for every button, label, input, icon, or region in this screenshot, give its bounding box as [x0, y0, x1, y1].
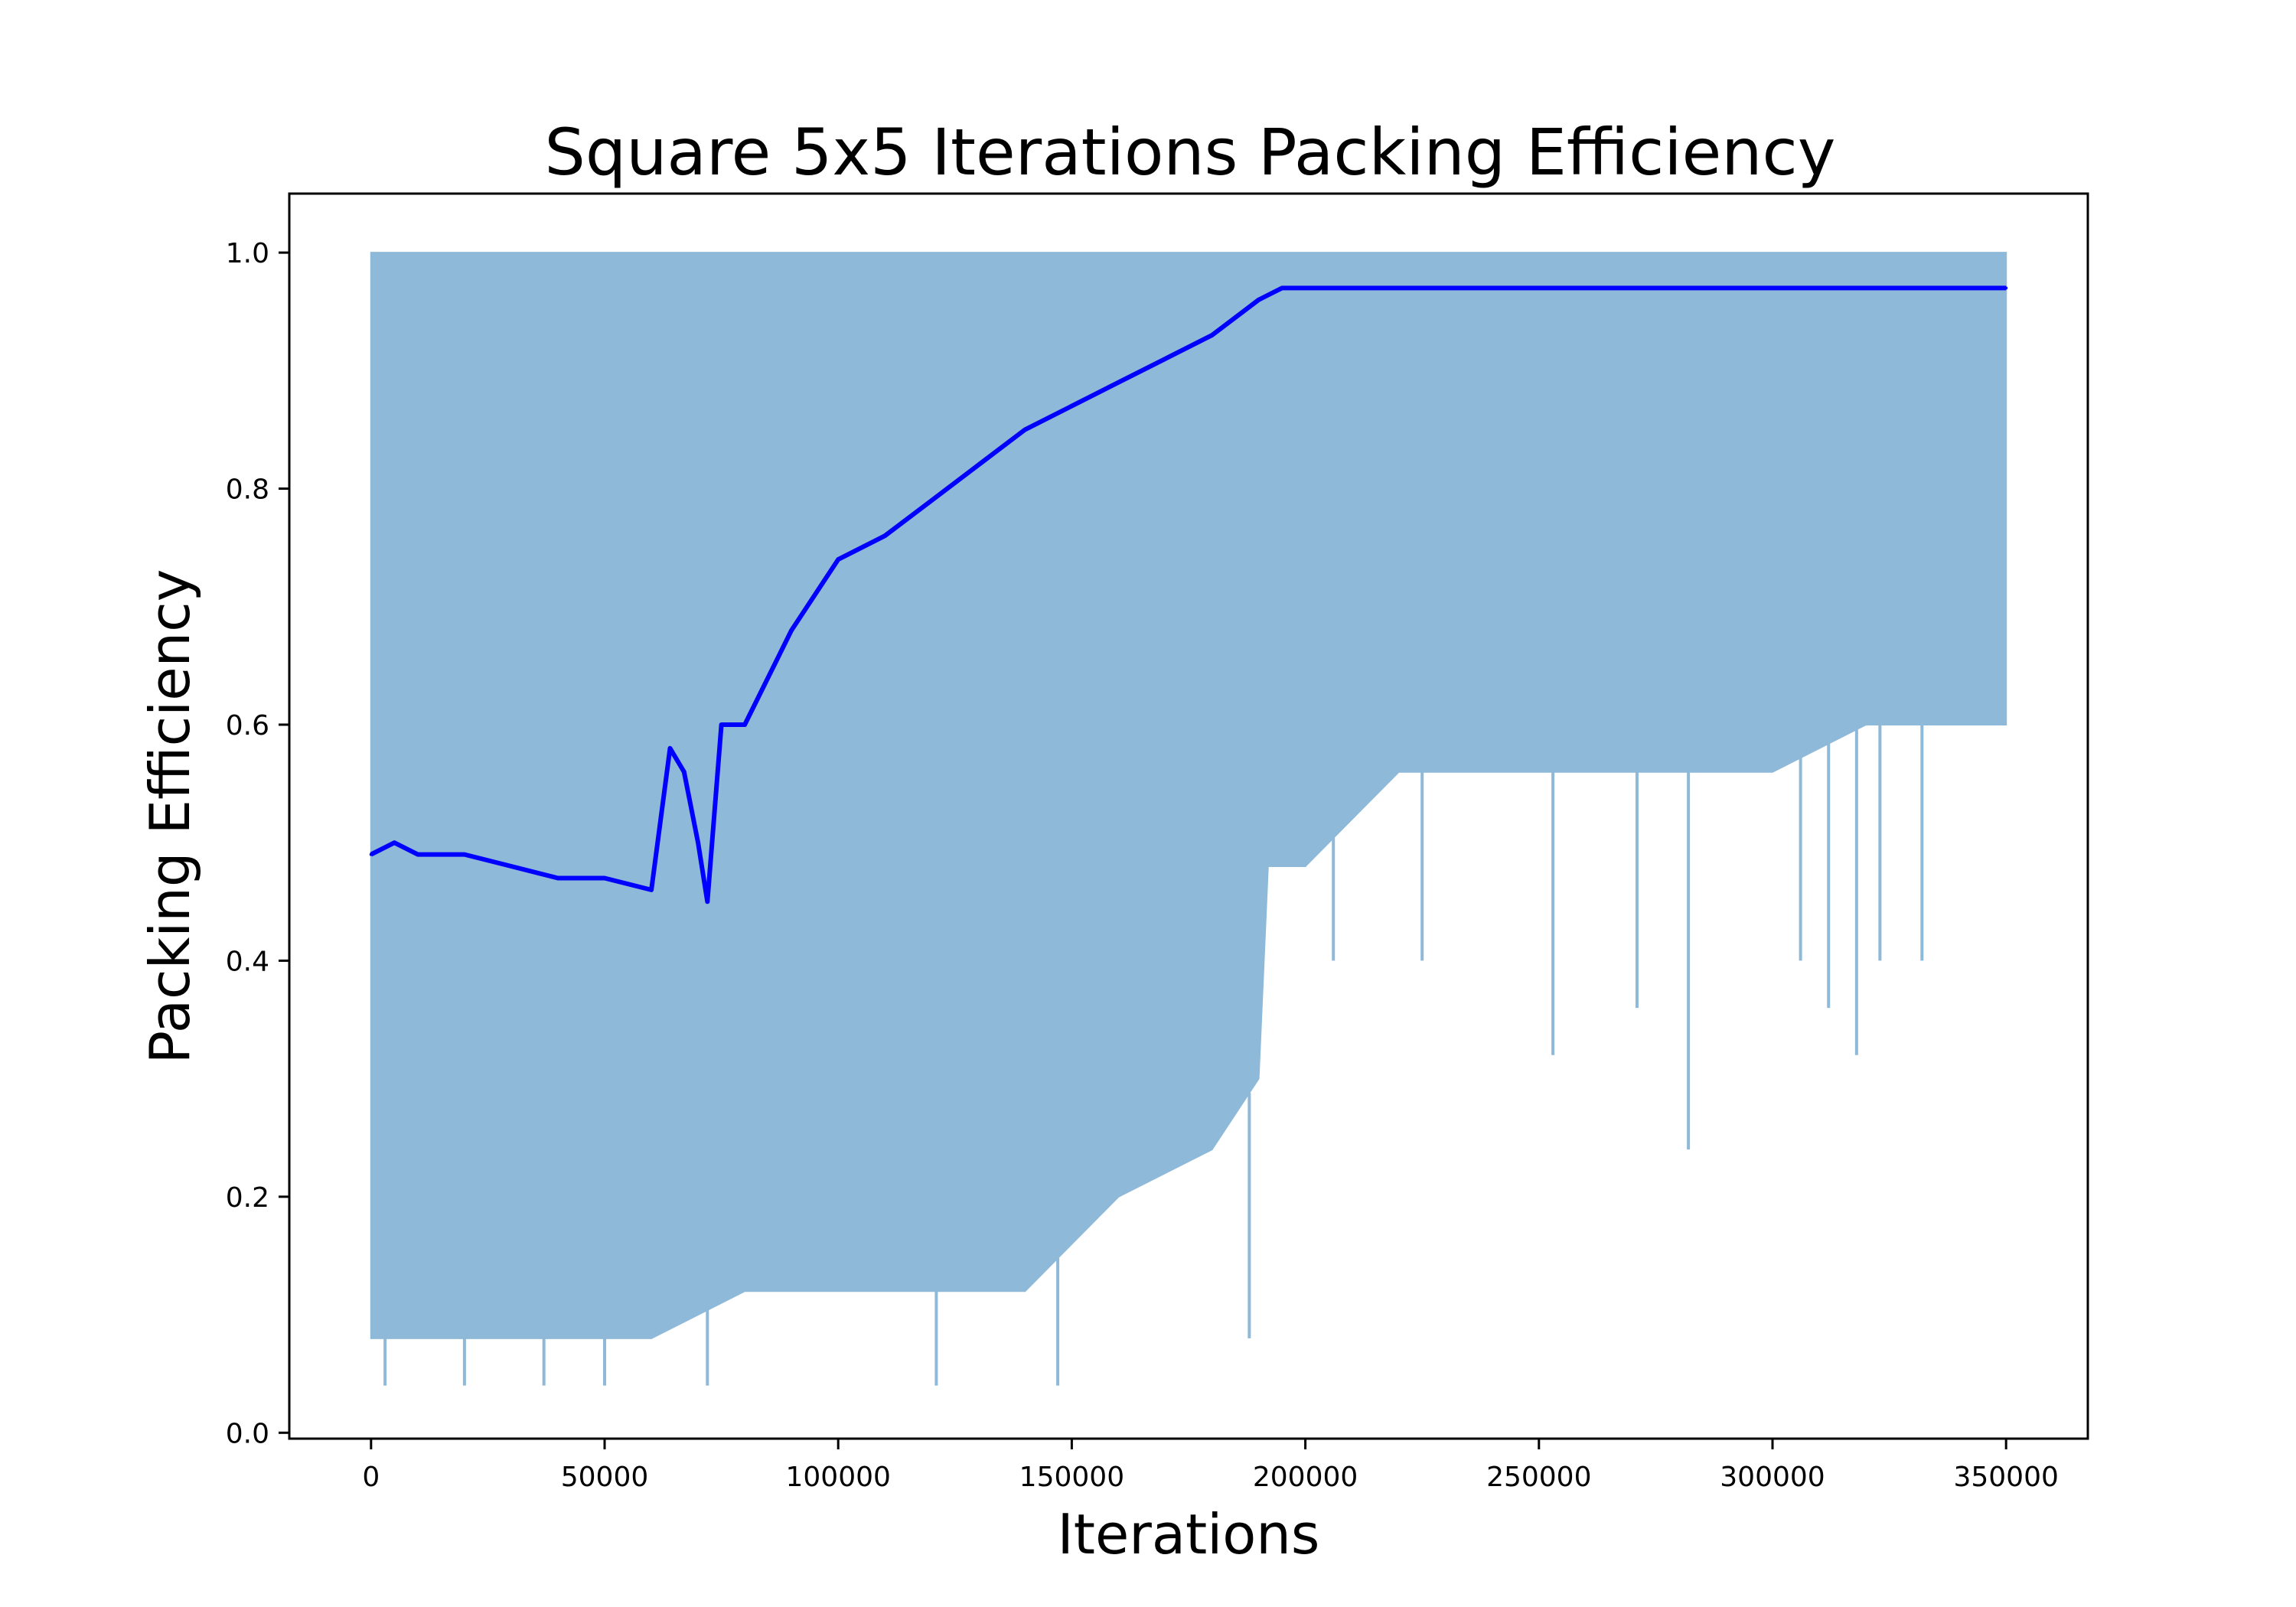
smoothed-point	[1770, 286, 1774, 290]
smoothed-point	[706, 900, 709, 904]
smoothed-point	[1864, 286, 1868, 290]
smoothed-point	[1677, 286, 1681, 290]
smoothed-point	[462, 852, 466, 856]
smoothed-point	[743, 722, 747, 726]
smoothed-point	[1583, 286, 1587, 290]
x-tick-label: 50000	[561, 1462, 649, 1493]
smoothed-point	[1070, 404, 1074, 408]
smoothed-point	[1117, 380, 1120, 384]
y-tick-label: 0.8	[226, 474, 269, 506]
plot-area	[369, 252, 2008, 1386]
smoothed-point	[509, 865, 513, 869]
smoothed-point	[837, 558, 840, 562]
smoothed-point	[790, 628, 794, 632]
smoothed-point	[1257, 298, 1261, 302]
smoothed-point	[1163, 357, 1167, 360]
smoothed-point	[416, 852, 419, 856]
smoothed-point	[1023, 428, 1027, 432]
smoothed-point	[977, 463, 980, 467]
smoothed-point	[1958, 286, 1962, 290]
smoothed-point	[1280, 286, 1284, 290]
x-tick-label: 300000	[1720, 1462, 1825, 1493]
y-axis-label: Packing Efficiency	[138, 569, 202, 1064]
smoothed-point	[393, 841, 396, 845]
y-tick-label: 0.0	[226, 1418, 269, 1449]
chart-title: Square 5x5 Iterations Packing Efficiency	[545, 115, 1836, 190]
y-tick-label: 0.2	[226, 1182, 269, 1214]
axes-frame	[288, 192, 2089, 1440]
smoothed-point	[1303, 286, 1307, 290]
smoothed-point	[1210, 334, 1214, 337]
smoothed-point	[668, 746, 672, 750]
smoothed-point	[603, 876, 607, 880]
smoothed-point	[369, 852, 373, 856]
x-tick-label: 150000	[1019, 1462, 1124, 1493]
raw-efficiency-band	[370, 252, 2007, 1339]
smoothed-point	[650, 888, 654, 892]
x-tick-label: 0	[362, 1462, 380, 1493]
smoothed-point	[682, 770, 686, 774]
x-tick-label: 350000	[1953, 1462, 2058, 1493]
x-axis-label: Iterations	[1058, 1502, 1320, 1566]
smoothed-point	[556, 876, 559, 880]
smoothed-point	[883, 534, 887, 538]
smoothed-point	[930, 498, 934, 502]
x-tick-label: 250000	[1486, 1462, 1591, 1493]
y-tick-label: 1.0	[226, 238, 269, 269]
smoothed-point	[719, 722, 723, 726]
y-axis: 0.0 0.2 0.4 0.6 0.8 1.0	[226, 238, 289, 1449]
smoothed-point	[696, 841, 700, 845]
y-tick-label: 0.4	[226, 946, 269, 977]
smoothed-point	[1490, 286, 1494, 290]
x-tick-label: 200000	[1253, 1462, 1358, 1493]
smoothed-point	[2004, 286, 2008, 290]
x-tick-label: 100000	[785, 1462, 890, 1493]
x-axis: 0 50000 100000 150000 200000 250000 300000 3500…	[362, 1439, 2059, 1493]
y-tick-label: 0.6	[226, 710, 269, 742]
smoothed-point	[1397, 286, 1401, 290]
